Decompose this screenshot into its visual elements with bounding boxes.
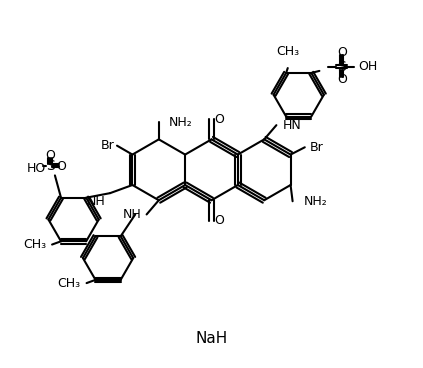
Text: O: O — [56, 160, 66, 173]
Text: S: S — [338, 60, 346, 74]
Text: CH₃: CH₃ — [58, 277, 80, 290]
Text: NH: NH — [86, 195, 105, 208]
Text: Br: Br — [310, 141, 324, 154]
Text: O: O — [214, 113, 224, 125]
Text: NH₂: NH₂ — [169, 116, 193, 129]
Text: CH₃: CH₃ — [276, 45, 299, 58]
Text: O: O — [214, 214, 224, 227]
Text: O: O — [45, 149, 55, 162]
Text: Br: Br — [101, 139, 115, 152]
Text: HO: HO — [27, 162, 46, 174]
Text: HN: HN — [283, 118, 301, 132]
Text: O: O — [337, 46, 347, 59]
Text: NH₂: NH₂ — [304, 195, 328, 208]
Text: OH: OH — [358, 60, 377, 73]
Text: NH: NH — [123, 208, 142, 221]
Text: O: O — [337, 73, 347, 86]
Text: CH₃: CH₃ — [23, 238, 46, 251]
Text: NaH: NaH — [195, 331, 228, 346]
Text: S: S — [46, 159, 55, 173]
